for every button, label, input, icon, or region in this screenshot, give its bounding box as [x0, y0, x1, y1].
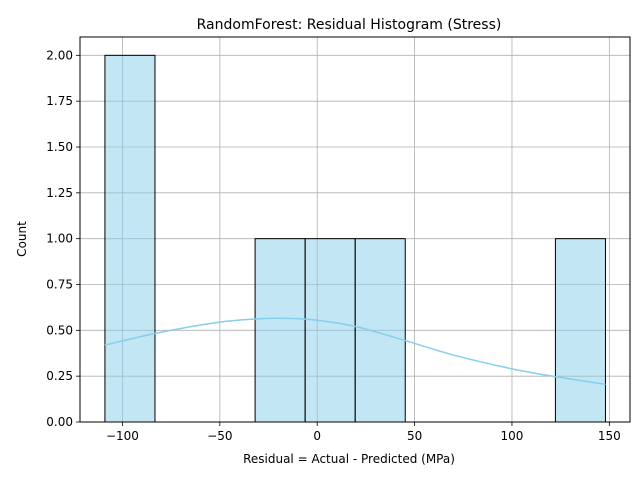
y-tick-label: 1.50 [46, 140, 73, 154]
x-tick-label: −100 [106, 429, 139, 443]
x-tick-label: 100 [501, 429, 524, 443]
x-tick-label: 50 [407, 429, 422, 443]
histogram-bar [104, 54, 156, 423]
chart-title: RandomForest: Residual Histogram (Stress… [197, 17, 502, 33]
y-tick-label: 0.75 [46, 278, 73, 292]
kde-curve [104, 317, 606, 386]
x-tick-label: 0 [313, 429, 321, 443]
histogram-bar [354, 238, 406, 423]
x-tick-label: −50 [207, 429, 232, 443]
histogram-bars [104, 54, 606, 423]
histogram-bar [304, 238, 356, 423]
x-tick-label: 150 [598, 429, 621, 443]
x-axis-ticks: −100 −50 0 50 100 150 [106, 422, 621, 443]
y-tick-label: 0.50 [46, 323, 73, 337]
y-tick-label: 2.00 [46, 48, 73, 62]
y-tick-label: 0.25 [46, 369, 73, 383]
kde-layer [104, 317, 606, 386]
x-axis-label: Residual = Actual - Predicted (MPa) [243, 452, 455, 466]
y-tick-label: 1.75 [46, 94, 73, 108]
plot-area-frame [79, 36, 631, 423]
y-axis-ticks: 0.00 0.25 0.50 0.75 1.00 1.25 1.50 1.75 2.00 [46, 48, 80, 429]
y-tick-label: 0.00 [46, 415, 73, 429]
histogram-bar [254, 238, 306, 423]
y-axis-label: Count [15, 221, 29, 257]
histogram-bar [554, 238, 606, 423]
y-tick-label: 1.00 [46, 232, 73, 246]
y-tick-label: 1.25 [46, 186, 73, 200]
